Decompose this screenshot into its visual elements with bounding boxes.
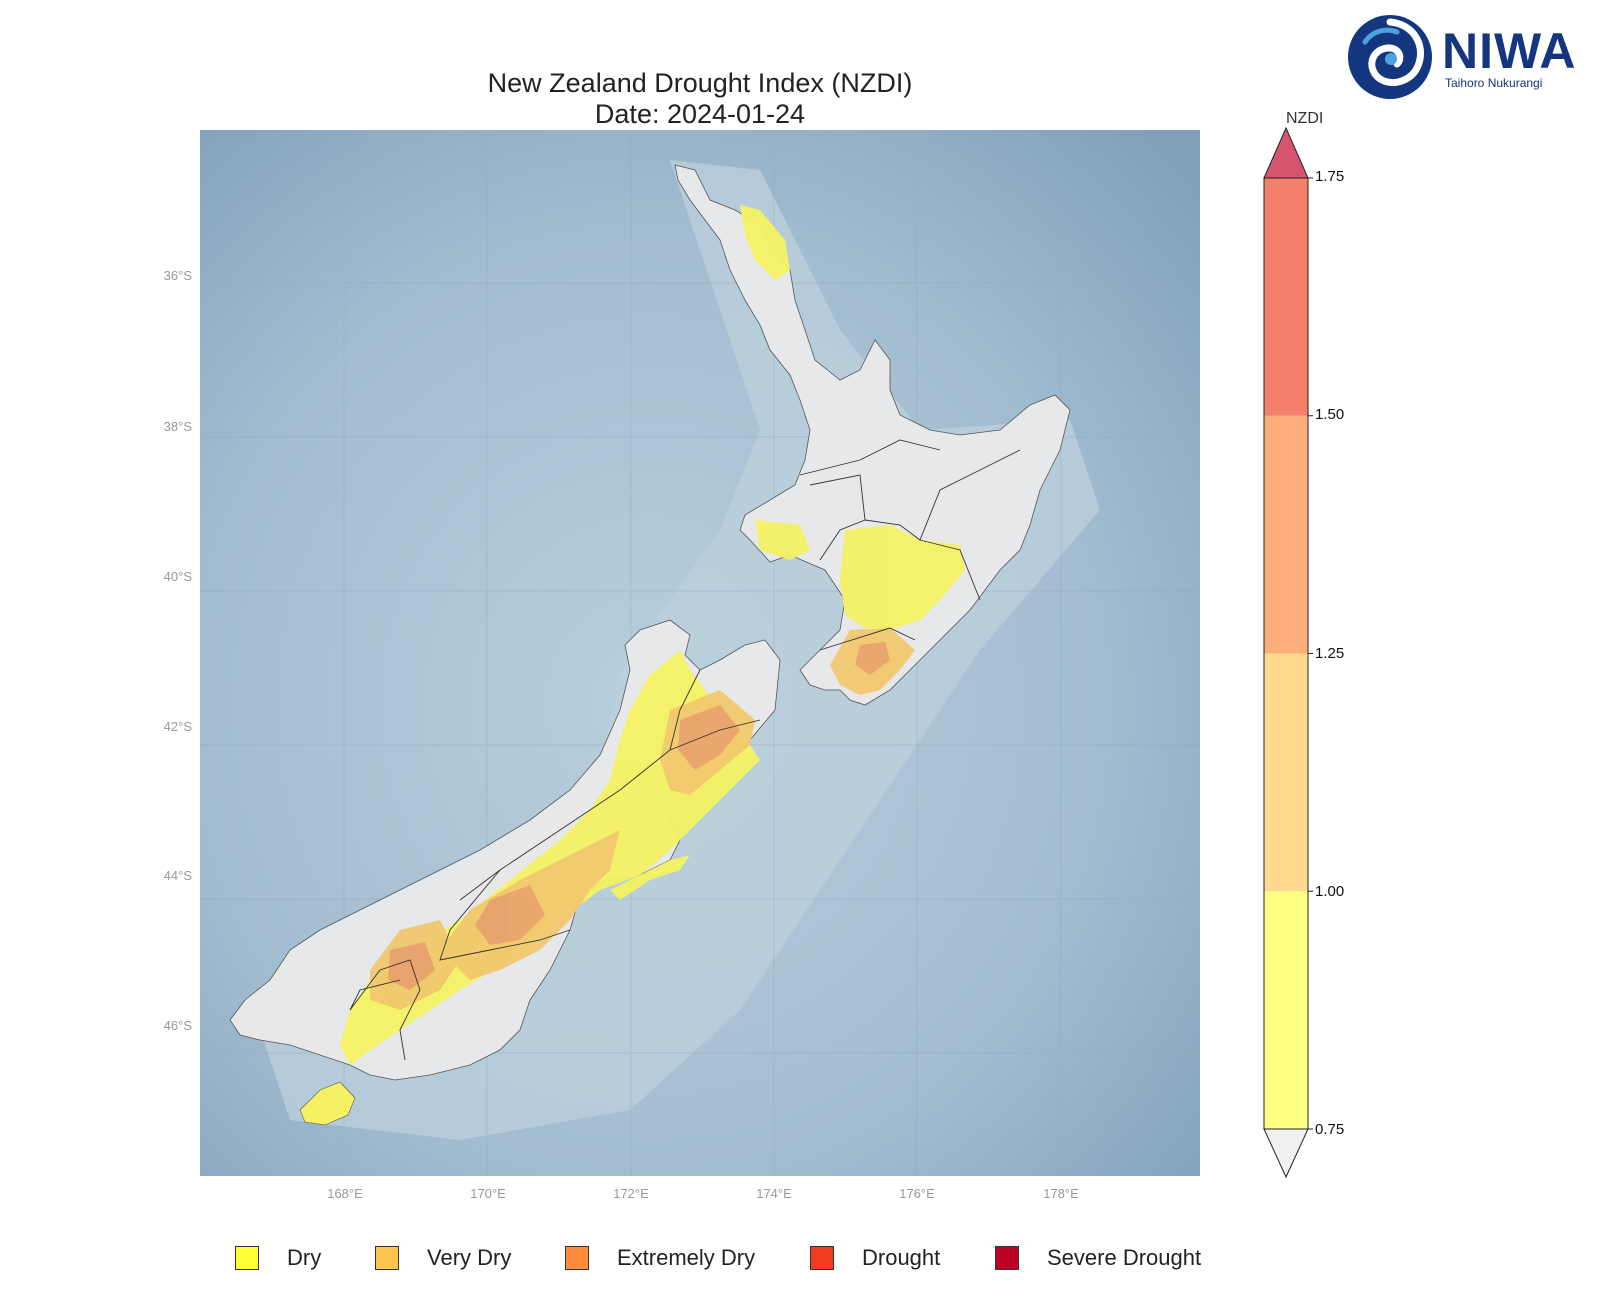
title-line-2: Date: 2024-01-24 — [594, 99, 806, 129]
colorbar-tick-1-50: 1.50 — [1315, 406, 1345, 423]
colorbar-band-1 — [1264, 653, 1308, 892]
region-boundaries — [349, 439, 1021, 1061]
lon-label-174: 174°E — [756, 1186, 792, 1201]
colorbar — [1263, 126, 1313, 1179]
colorbar-over-extension — [1263, 126, 1309, 179]
legend-label-severe-drought: Severe Drought — [1047, 1245, 1202, 1270]
legend-swatch-dry — [235, 1246, 259, 1270]
legend-swatch-severe-drought — [995, 1246, 1019, 1270]
colorbar-tick-1-00: 1.00 — [1315, 883, 1345, 900]
lon-label-176: 176°E — [899, 1186, 935, 1201]
lat-label-38: 38°S — [163, 419, 192, 434]
colorbar-under-extension — [1263, 1128, 1309, 1179]
lat-label-44: 44°S — [163, 868, 192, 883]
legend-label-dry: Dry — [287, 1245, 322, 1270]
lat-label-42: 42°S — [163, 719, 192, 734]
colorbar-band-0 — [1264, 891, 1308, 1129]
legend-swatch-extremely-dry — [565, 1246, 589, 1270]
legend-swatch-drought — [810, 1246, 834, 1270]
colorbar-tick-1-75: 1.75 — [1315, 168, 1345, 185]
logo-tagline: Taihoro Nukurangi — [1445, 76, 1543, 90]
niwa-swirl-icon — [1348, 15, 1432, 99]
stewart-island — [299, 1081, 356, 1126]
legend-label-very-dry: Very Dry — [427, 1245, 512, 1270]
overlay-extremely-dry — [388, 642, 890, 990]
north-island — [674, 164, 1071, 706]
legend: Dry Very Dry Extremely Dry Drought Sever… — [200, 1244, 1210, 1274]
lon-label-172: 172°E — [613, 1186, 649, 1201]
legend-label-extremely-dry: Extremely Dry — [617, 1245, 756, 1270]
lat-label-40: 40°S — [163, 569, 192, 584]
colorbar-tick-0-75: 0.75 — [1315, 1121, 1345, 1138]
legend-label-drought: Drought — [862, 1245, 941, 1270]
colorbar-band-3 — [1264, 178, 1308, 416]
title-line-1: New Zealand Drought Index (NZDI) — [487, 68, 913, 98]
lat-label-46: 46°S — [163, 1018, 192, 1033]
lon-label-178: 178°E — [1043, 1186, 1079, 1201]
lon-label-168: 168°E — [327, 1186, 363, 1201]
legend-swatch-very-dry — [375, 1246, 399, 1270]
niwa-logo: NIWA Taihoro Nukurangi — [1345, 12, 1590, 104]
lat-label-36: 36°S — [163, 268, 192, 283]
logo-brand: NIWA — [1442, 23, 1577, 79]
nz-map — [200, 130, 1200, 1176]
lon-label-170: 170°E — [470, 1186, 506, 1201]
colorbar-tick-1-25: 1.25 — [1315, 645, 1345, 662]
chart-title: New Zealand Drought Index (NZDI) Date: 2… — [200, 68, 1200, 130]
colorbar-title: NZDI — [1286, 110, 1324, 127]
colorbar-band-2 — [1264, 415, 1308, 654]
